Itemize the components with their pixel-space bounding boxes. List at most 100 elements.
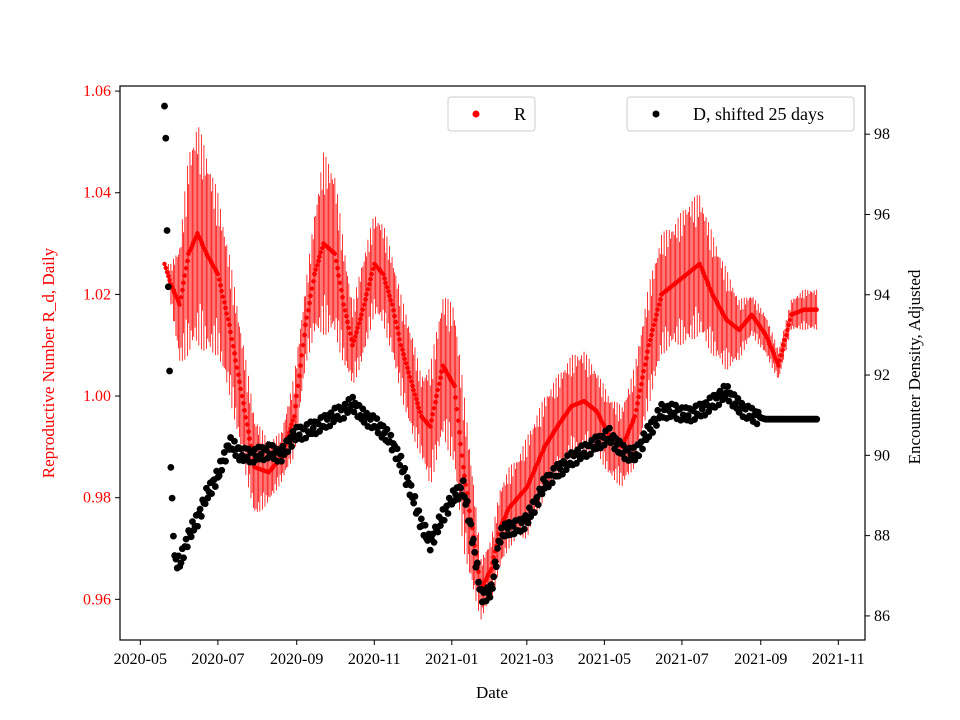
d-point [444, 510, 452, 517]
d-point [407, 481, 415, 489]
x-tick-label: 2021-01 [425, 651, 478, 668]
d-point [486, 593, 494, 601]
legend-d-marker [652, 110, 660, 118]
d-point [401, 464, 409, 472]
d-point [654, 406, 662, 414]
d-point [489, 585, 496, 592]
d-point [162, 134, 170, 142]
d-point [649, 429, 657, 436]
d-point [215, 472, 223, 480]
d-point [534, 501, 542, 509]
d-point [374, 429, 382, 437]
legend-d: D, shifted 25 days [626, 96, 855, 132]
d-point [684, 412, 692, 419]
d-point [243, 453, 251, 461]
d-point [415, 507, 423, 515]
d-point [161, 102, 168, 110]
d-point [220, 449, 228, 456]
d-point [753, 420, 761, 428]
d-point [725, 397, 733, 405]
d-point [445, 494, 453, 502]
x-tick-label: 2021-03 [500, 651, 553, 668]
d-point [194, 522, 201, 530]
d-point [434, 528, 442, 536]
d-point [410, 499, 418, 507]
y-left-tick-label: 1.04 [83, 185, 111, 202]
d-point [494, 544, 501, 552]
d-point [715, 401, 723, 409]
d-point [586, 450, 594, 458]
d-point [231, 437, 238, 445]
d-point [232, 452, 240, 460]
d-point [556, 465, 564, 473]
y-left-axis-ticks: 0.96 0.98 1.00 1.02 1.04 1.06 [83, 83, 120, 608]
d-point [475, 578, 482, 586]
y-right-axis-title: Encounter Density, Adjusted [905, 269, 924, 464]
y-left-tick-label: 1.06 [83, 83, 111, 100]
d-point [440, 516, 448, 524]
d-point [218, 466, 226, 474]
x-tick-label: 2021-09 [734, 651, 787, 668]
d-point [222, 457, 229, 465]
x-tick-label: 2021-05 [578, 651, 631, 668]
d-point [187, 533, 195, 541]
d-point [397, 452, 405, 460]
y-right-tick-label: 94 [874, 287, 890, 304]
d-point [463, 497, 471, 505]
d-point [350, 408, 358, 416]
d-point [279, 442, 287, 450]
d-point [166, 367, 173, 375]
d-point [426, 546, 434, 554]
d-point [471, 548, 479, 556]
y-right-tick-label: 88 [874, 528, 890, 545]
d-point [524, 519, 532, 527]
x-axis-ticks: 2020-05 2020-07 2020-09 2020-11 2021-01 2021-… [114, 640, 865, 668]
d-point [168, 494, 176, 502]
d-point [653, 422, 660, 429]
d-point [813, 415, 821, 423]
y-left-tick-label: 0.98 [83, 490, 111, 507]
d-point [436, 522, 444, 529]
d-point [211, 483, 219, 490]
d-point [197, 512, 205, 520]
d-point [393, 445, 401, 453]
legend-d-box [626, 96, 855, 132]
d-point [383, 425, 391, 433]
d-point [548, 479, 556, 487]
d-point [635, 452, 643, 460]
plot-data [161, 102, 821, 620]
y-left-tick-label: 1.00 [83, 388, 111, 405]
d-point [403, 474, 411, 481]
d-point [288, 443, 296, 450]
d-point [278, 457, 285, 465]
d-point [559, 470, 566, 478]
plot-frame [119, 85, 866, 641]
d-point [698, 405, 706, 413]
d-point [341, 400, 349, 408]
d-point [538, 490, 546, 498]
d-point [492, 563, 500, 571]
d-point [183, 543, 191, 551]
d-point [257, 450, 265, 458]
x-tick-label: 2020-11 [348, 651, 401, 668]
d-point [520, 525, 528, 533]
x-tick-label: 2020-05 [114, 651, 167, 668]
y-left-tick-label: 0.96 [83, 591, 111, 608]
d-point [204, 494, 212, 502]
y-right-tick-label: 98 [874, 126, 890, 143]
y-right-tick-label: 90 [874, 447, 890, 464]
d-point [490, 573, 498, 581]
d-point [467, 520, 475, 528]
y-left-axis-title: Reproductive Number R_d, Daily [39, 247, 58, 478]
legend-r-box [447, 96, 536, 132]
d-point [180, 554, 187, 562]
r-point [814, 307, 819, 312]
d-point [470, 535, 477, 543]
d-point [594, 439, 602, 447]
x-tick-label: 2021-11 [812, 651, 865, 668]
d-point [396, 461, 404, 469]
d-point [734, 394, 742, 402]
x-tick-label: 2021-07 [655, 651, 708, 668]
y-right-tick-label: 96 [874, 206, 890, 223]
